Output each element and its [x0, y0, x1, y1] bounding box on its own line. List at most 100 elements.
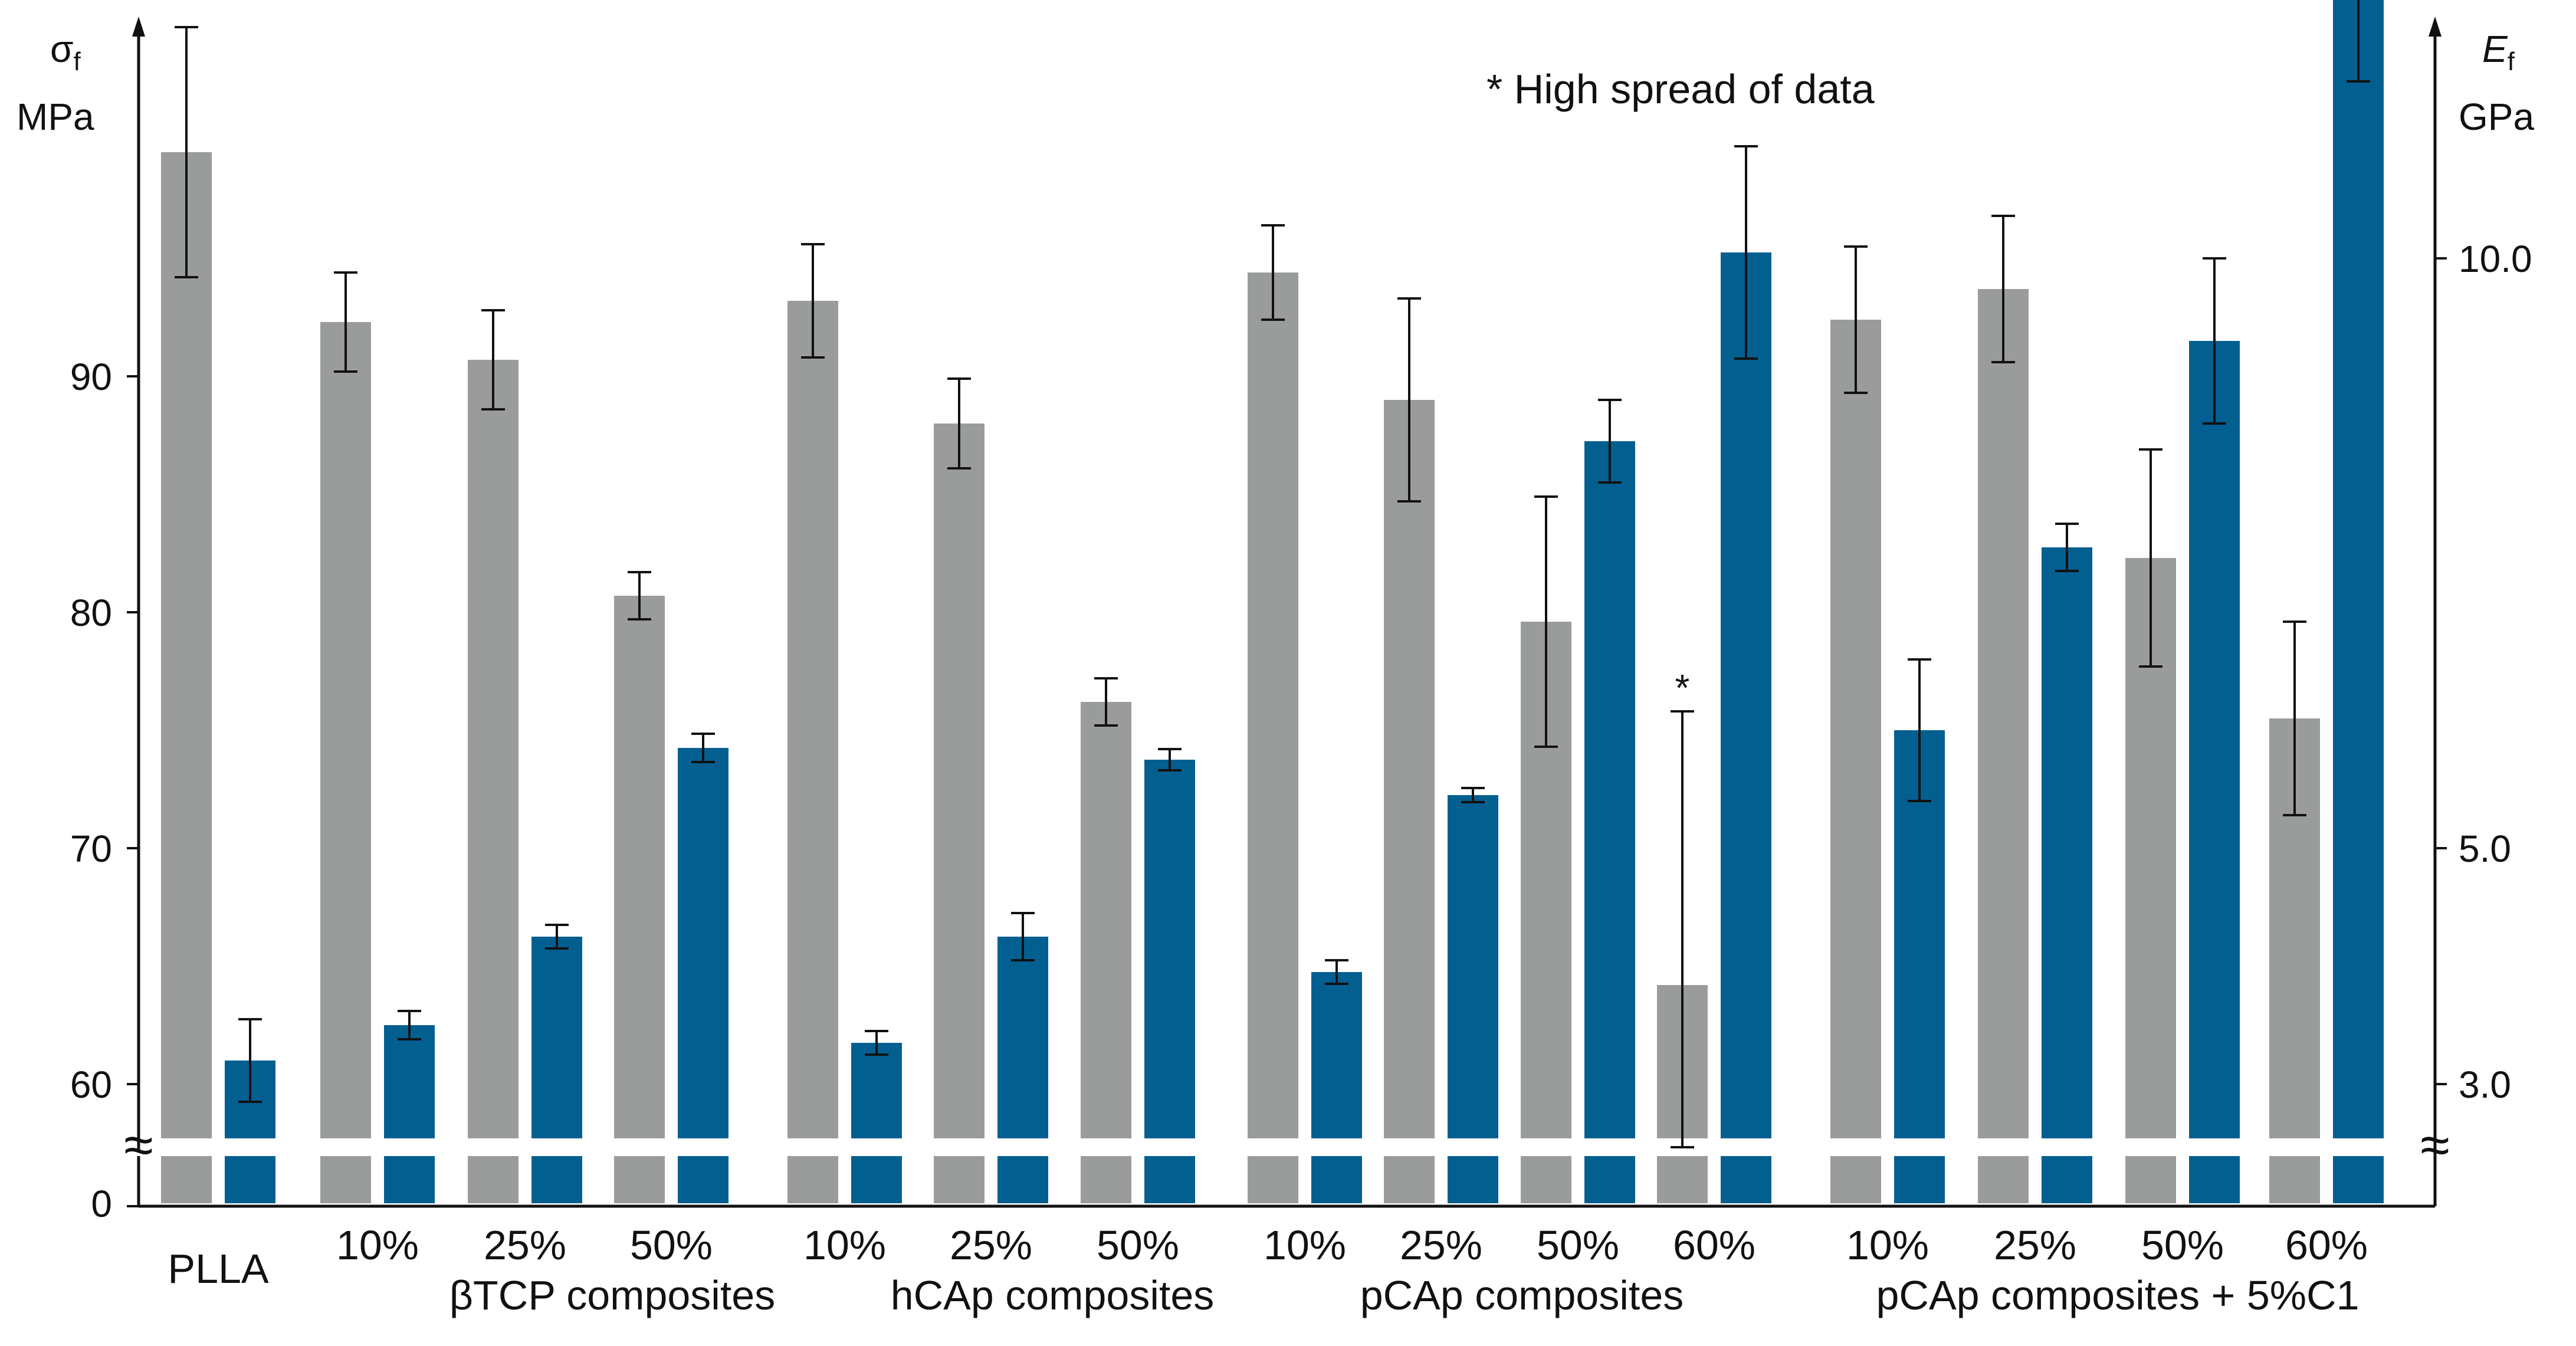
strength-bar-g2-s0 [787, 301, 838, 1138]
strength-bar-stub-g2-s0 [787, 1156, 838, 1203]
left-tick-label-60: 60 [70, 1063, 112, 1106]
strength-error-g1-s2 [628, 571, 651, 621]
right-axis-title: Ef [2482, 28, 2515, 76]
modulus-bar-g3-s2 [1584, 441, 1635, 1138]
sample-label-g3-s3: 60% [1673, 1222, 1755, 1268]
modulus-error-g1-s2 [691, 733, 715, 763]
modulus-bar-stub-g4-s2 [2189, 1156, 2240, 1203]
modulus-bar-g2-s2 [1144, 760, 1195, 1138]
strength-bar-g2-s1 [934, 424, 985, 1138]
strength-error-g1-s0 [334, 271, 357, 373]
spread-note: * High spread of data [1486, 66, 1875, 112]
modulus-bar-g3-s0 [1311, 972, 1362, 1138]
right-axis-break-mark: ≈ [2420, 1116, 2449, 1175]
strength-bar-g0-s0 [161, 152, 212, 1138]
right-axis-symbol: E [2482, 28, 2508, 70]
modulus-error-g1-s1 [545, 924, 569, 950]
modulus-bar-g1-s0 [384, 1025, 435, 1138]
sample-label-g3-s0: 10% [1264, 1222, 1346, 1268]
strength-error-g4-s3 [2283, 621, 2306, 816]
high-spread-marker-g3-s3: * [1675, 667, 1690, 709]
modulus-bar-stub-g2-s0 [851, 1156, 902, 1203]
right-tick-label-5: 5.0 [2459, 828, 2511, 870]
modulus-bar-g3-s1 [1448, 795, 1498, 1138]
modulus-bar-stub-g2-s2 [1144, 1156, 1195, 1203]
strength-error-g3-s2 [1534, 495, 1558, 748]
modulus-bar-stub-g0-s0 [225, 1156, 275, 1203]
sample-label-g2-s0: 10% [803, 1222, 886, 1268]
strength-error-g4-s2 [2139, 448, 2162, 668]
modulus-bar-stub-g3-s0 [1311, 1156, 1362, 1203]
left-axis-unit: MPa [17, 96, 94, 138]
modulus-bar-g4-s1 [2042, 547, 2092, 1138]
right-axis-subscript: f [2508, 47, 2515, 76]
modulus-bar-stub-g3-s3 [1721, 1156, 1771, 1203]
modulus-bar-stub-g3-s2 [1584, 1156, 1635, 1203]
strength-error-g2-s0 [801, 243, 825, 359]
modulus-bar-g4-s3 [2333, 0, 2384, 1139]
modulus-bar-stub-g1-s1 [531, 1156, 582, 1203]
modulus-error-g4-s1 [2055, 523, 2079, 572]
strength-bar-stub-g4-s0 [1830, 1156, 1881, 1203]
strength-bar-g2-s2 [1081, 702, 1131, 1138]
strength-bar-g3-s1 [1384, 400, 1435, 1138]
strength-bar-stub-g4-s1 [1978, 1156, 2029, 1203]
strength-error-g4-s1 [1991, 215, 2015, 363]
modulus-bar-g2-s1 [997, 937, 1048, 1138]
strength-bar-g4-s0 [1830, 320, 1881, 1138]
right-axis-unit: GPa [2459, 96, 2534, 138]
strength-error-g0-s0 [175, 26, 198, 278]
modulus-error-g3-s1 [1461, 787, 1485, 803]
strength-bar-stub-g2-s2 [1081, 1156, 1131, 1203]
group-label-4: pCAp composites + 5%C1 [1876, 1272, 2359, 1318]
modulus-bar-stub-g3-s1 [1448, 1156, 1498, 1203]
left-tick-label-80: 80 [70, 592, 112, 634]
modulus-bar-g1-s2 [678, 748, 729, 1138]
left-axis-symbol: σ [50, 28, 74, 70]
left-axis-arrow [132, 17, 145, 37]
sample-label-g2-s2: 50% [1097, 1222, 1179, 1268]
strength-bar-stub-g3-s0 [1248, 1156, 1298, 1203]
strength-error-g2-s2 [1094, 677, 1118, 727]
left-axis-title: σf [50, 28, 81, 76]
sample-label-g2-s1: 25% [950, 1222, 1032, 1268]
strength-error-g1-s1 [481, 309, 505, 411]
strength-bar-g1-s1 [468, 360, 519, 1138]
group-label-1: βTCP composites [449, 1272, 775, 1318]
strength-bar-g4-s1 [1978, 289, 2029, 1138]
strength-error-g3-s0 [1261, 224, 1285, 321]
modulus-error-g3-s0 [1325, 959, 1348, 985]
strength-bar-g1-s0 [320, 322, 371, 1138]
left-tick-label-70: 70 [70, 828, 112, 870]
modulus-error-g2-s1 [1011, 912, 1035, 961]
sample-label-g1-s0: 10% [336, 1222, 419, 1268]
left-tick-label-0: 0 [91, 1183, 112, 1225]
modulus-error-g4-s0 [1908, 658, 1931, 802]
modulus-bar-stub-g4-s3 [2333, 1156, 2384, 1203]
strength-error-g3-s3 [1671, 710, 1694, 1148]
modulus-bar-stub-g4-s1 [2042, 1156, 2092, 1203]
strength-bar-stub-g3-s1 [1384, 1156, 1435, 1203]
modulus-bar-stub-g1-s2 [678, 1156, 729, 1203]
modulus-bar-g2-s0 [851, 1043, 902, 1138]
strength-bar-stub-g1-s1 [468, 1156, 519, 1203]
right-axis-arrow [2429, 17, 2442, 37]
modulus-error-g0-s0 [238, 1018, 262, 1103]
sample-label-g3-s2: 50% [1537, 1222, 1619, 1268]
right-axis-ticks [2435, 257, 2447, 1085]
strength-error-g2-s1 [947, 377, 971, 470]
strength-bar-stub-g0-s0 [161, 1156, 212, 1203]
strength-bar-g3-s0 [1248, 273, 1298, 1138]
modulus-error-g2-s2 [1158, 748, 1182, 772]
sample-label-g1-s2: 50% [630, 1222, 713, 1268]
modulus-error-g3-s3 [1734, 145, 1758, 360]
modulus-bar-stub-g1-s0 [384, 1156, 435, 1203]
bars-layer: * [161, 0, 2384, 1203]
strength-bar-g1-s2 [614, 596, 665, 1138]
left-axis-subscript: f [74, 47, 81, 76]
modulus-error-g2-s0 [865, 1030, 888, 1056]
right-tick-label-10: 10.0 [2459, 238, 2532, 280]
modulus-bar-stub-g2-s1 [997, 1156, 1048, 1203]
strength-bar-stub-g1-s2 [614, 1156, 665, 1203]
